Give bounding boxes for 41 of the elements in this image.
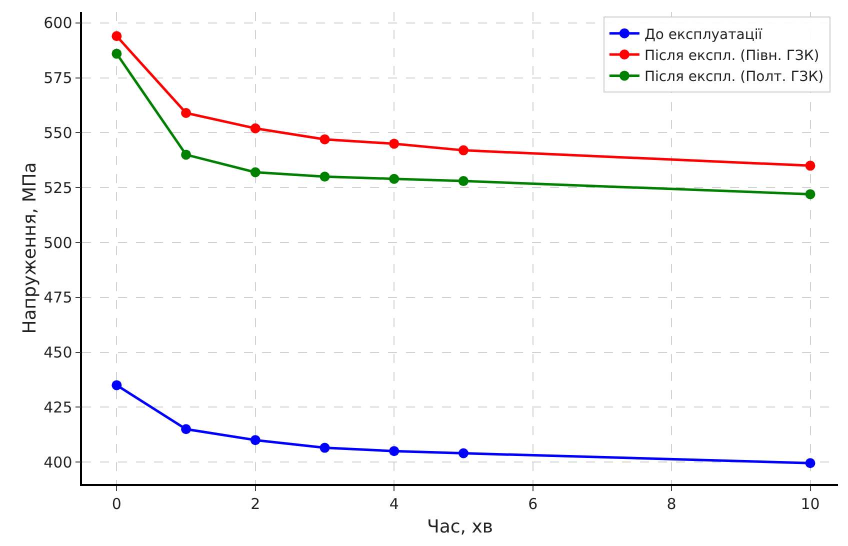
y-tick-label: 450 xyxy=(44,344,72,362)
point xyxy=(250,167,260,178)
point xyxy=(112,31,122,42)
point xyxy=(112,48,122,59)
y-tick-label: 475 xyxy=(44,288,72,307)
point xyxy=(458,448,468,458)
x-tick-label: 6 xyxy=(528,494,538,513)
point xyxy=(389,446,400,456)
y-tick-label: 575 xyxy=(44,69,72,88)
point xyxy=(320,172,330,182)
x-axis-title: Час, хв xyxy=(427,516,493,538)
point xyxy=(112,380,122,390)
point xyxy=(320,442,330,453)
point xyxy=(805,458,816,468)
point xyxy=(181,150,192,160)
x-tick-label: 10 xyxy=(800,494,820,513)
x-tick-label: 0 xyxy=(112,494,122,513)
x-tick-label: 2 xyxy=(250,494,260,513)
point xyxy=(805,189,816,200)
point xyxy=(181,424,192,434)
point xyxy=(389,174,400,184)
y-tick-label: 600 xyxy=(44,14,72,32)
y-tick-label: 500 xyxy=(44,234,72,252)
point xyxy=(458,176,468,186)
legend-label: Після експл. (Півн. ГЗК) xyxy=(644,48,820,64)
point xyxy=(458,145,468,156)
point xyxy=(389,138,400,149)
legend-label: Після експл. (Полт. ГЗК) xyxy=(644,69,824,86)
y-tick-label: 550 xyxy=(44,124,72,142)
y-tick-label: 425 xyxy=(44,398,72,416)
x-tick-label: 8 xyxy=(666,494,676,513)
legend-label: До експлуатації xyxy=(644,26,762,43)
y-tick-label: 525 xyxy=(44,178,72,197)
x-tick-label: 4 xyxy=(389,494,399,513)
point xyxy=(805,160,816,171)
point xyxy=(320,134,330,144)
y-tick-label: 400 xyxy=(44,453,72,472)
point xyxy=(181,108,192,118)
y-axis-title: Напруження, МПа xyxy=(20,162,40,334)
point xyxy=(250,123,260,134)
point xyxy=(250,435,260,446)
